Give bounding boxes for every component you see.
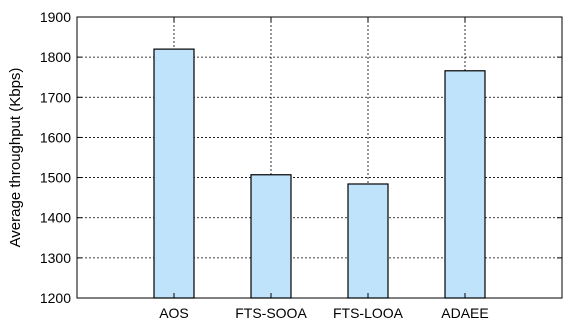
x-tick-label: AOS — [159, 305, 189, 321]
x-tick-label: ADAEE — [441, 305, 488, 321]
y-axis-label: Average throughput (Kbps) — [7, 68, 24, 248]
grid-lines — [77, 17, 562, 298]
y-tick-label: 1600 — [40, 129, 71, 145]
y-axis-ticks: 1200 1300 1400 1500 1600 1700 1800 1900 — [40, 9, 562, 306]
y-tick-label: 1400 — [40, 210, 71, 226]
y-tick-label: 1300 — [40, 250, 71, 266]
y-tick-label: 1700 — [40, 89, 71, 105]
x-tick-label: FTS-SOOA — [235, 305, 307, 321]
y-tick-label: 1200 — [40, 290, 71, 306]
bars — [153, 48, 486, 299]
x-axis-ticks: AOS FTS-SOOA FTS-LOOA ADAEE — [159, 17, 489, 321]
plot-frame — [76, 16, 563, 299]
y-tick-label: 1800 — [40, 49, 71, 65]
bar-fts-looa — [347, 183, 389, 299]
bar-adaee — [444, 70, 486, 299]
y-tick-label: 1900 — [40, 9, 71, 25]
y-tick-label: 1500 — [40, 170, 71, 186]
x-tick-label: FTS-LOOA — [333, 305, 404, 321]
bar-aos — [153, 48, 195, 299]
bar-fts-sooa — [250, 174, 292, 299]
